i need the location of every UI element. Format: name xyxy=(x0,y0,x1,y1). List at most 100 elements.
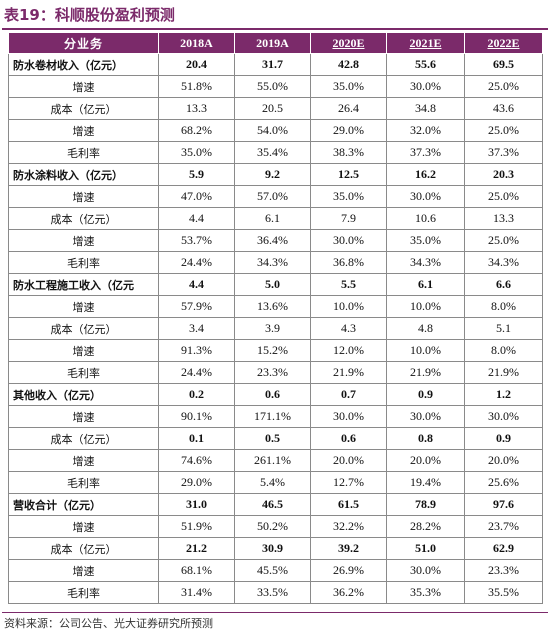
row-value: 29.0% xyxy=(158,471,235,494)
table-row: 增速 47.0% 57.0% 35.0% 30.0% 25.0% xyxy=(8,185,543,208)
row-value: 3.9 xyxy=(234,317,311,340)
table-row: 毛利率 24.4% 23.3% 21.9% 21.9% 21.9% xyxy=(8,361,543,384)
row-label: 成本（亿元） xyxy=(8,427,159,450)
row-value: 5.4% xyxy=(234,471,311,494)
row-value: 37.3% xyxy=(464,141,543,164)
row-value: 53.7% xyxy=(158,229,235,252)
row-label: 毛利率 xyxy=(8,251,159,274)
row-value: 9.2 xyxy=(234,163,311,186)
row-value: 32.0% xyxy=(386,119,465,142)
row-value: 34.3% xyxy=(464,251,543,274)
row-value: 74.6% xyxy=(158,449,235,472)
row-value: 55.0% xyxy=(234,75,311,98)
table-row: 防水工程施工收入（亿元 4.4 5.0 5.5 6.1 6.6 xyxy=(8,273,543,296)
row-label: 增速 xyxy=(8,339,159,362)
row-label: 增速 xyxy=(8,75,159,98)
row-value: 78.9 xyxy=(386,493,465,516)
row-value: 26.4 xyxy=(310,97,387,120)
row-value: 7.9 xyxy=(310,207,387,230)
row-value: 26.9% xyxy=(310,559,387,582)
row-value: 23.7% xyxy=(464,515,543,538)
row-label: 增速 xyxy=(8,449,159,472)
row-label: 防水卷材收入（亿元） xyxy=(8,53,159,76)
row-value: 36.8% xyxy=(310,251,387,274)
row-value: 5.9 xyxy=(158,163,235,186)
row-value: 1.2 xyxy=(464,383,543,406)
row-label: 成本（亿元） xyxy=(8,97,159,120)
row-value: 51.9% xyxy=(158,515,235,538)
row-value: 35.4% xyxy=(234,141,311,164)
row-label: 增速 xyxy=(8,119,159,142)
table-row: 营收合计（亿元） 31.0 46.5 61.5 78.9 97.6 xyxy=(8,493,543,516)
row-value: 21.9% xyxy=(310,361,387,384)
row-value: 0.8 xyxy=(386,427,465,450)
row-label: 增速 xyxy=(8,185,159,208)
row-value: 0.6 xyxy=(234,383,311,406)
row-value: 8.0% xyxy=(464,295,543,318)
row-value: 30.0% xyxy=(310,405,387,428)
row-value: 38.3% xyxy=(310,141,387,164)
row-label: 营收合计（亿元） xyxy=(8,493,159,516)
row-label: 增速 xyxy=(8,295,159,318)
row-value: 5.0 xyxy=(234,273,311,296)
header-year: 2019A xyxy=(234,32,311,54)
table-row: 增速 68.2% 54.0% 29.0% 32.0% 25.0% xyxy=(8,119,543,142)
row-value: 34.3% xyxy=(234,251,311,274)
table-row: 成本（亿元） 21.2 30.9 39.2 51.0 62.9 xyxy=(8,537,543,560)
table-row: 毛利率 24.4% 34.3% 36.8% 34.3% 34.3% xyxy=(8,251,543,274)
row-value: 35.0% xyxy=(386,229,465,252)
row-value: 35.0% xyxy=(310,185,387,208)
row-value: 23.3% xyxy=(464,559,543,582)
row-value: 57.9% xyxy=(158,295,235,318)
table-row: 增速 51.9% 50.2% 32.2% 28.2% 23.7% xyxy=(8,515,543,538)
row-value: 20.4 xyxy=(158,53,235,76)
row-value: 16.2 xyxy=(386,163,465,186)
row-value: 6.1 xyxy=(386,273,465,296)
row-value: 6.1 xyxy=(234,207,311,230)
row-label: 成本（亿元） xyxy=(8,317,159,340)
row-value: 36.4% xyxy=(234,229,311,252)
header-segment: 分业务 xyxy=(8,32,159,54)
row-value: 91.3% xyxy=(158,339,235,362)
row-value: 23.3% xyxy=(234,361,311,384)
row-value: 35.0% xyxy=(158,141,235,164)
row-value: 45.5% xyxy=(234,559,311,582)
table-row: 其他收入（亿元） 0.2 0.6 0.7 0.9 1.2 xyxy=(8,383,543,406)
row-value: 12.5 xyxy=(310,163,387,186)
row-value: 51.0 xyxy=(386,537,465,560)
header-year: 2022E xyxy=(464,32,543,54)
row-value: 13.3 xyxy=(158,97,235,120)
row-value: 62.9 xyxy=(464,537,543,560)
row-value: 0.1 xyxy=(158,427,235,450)
row-label: 成本（亿元） xyxy=(8,537,159,560)
row-value: 90.1% xyxy=(158,405,235,428)
row-value: 35.0% xyxy=(310,75,387,98)
row-value: 20.0% xyxy=(464,449,543,472)
row-value: 69.5 xyxy=(464,53,543,76)
row-value: 34.8 xyxy=(386,97,465,120)
row-label: 毛利率 xyxy=(8,581,159,604)
row-label: 增速 xyxy=(8,515,159,538)
row-label: 防水工程施工收入（亿元 xyxy=(8,273,159,296)
row-label: 增速 xyxy=(8,405,159,428)
row-value: 68.2% xyxy=(158,119,235,142)
row-value: 10.0% xyxy=(310,295,387,318)
source-note: 资料来源：公司公告、光大证券研究所预测 xyxy=(4,617,213,630)
row-value: 15.2% xyxy=(234,339,311,362)
row-value: 261.1% xyxy=(234,449,311,472)
row-value: 30.9 xyxy=(234,537,311,560)
table-row: 增速 57.9% 13.6% 10.0% 10.0% 8.0% xyxy=(8,295,543,318)
row-value: 47.0% xyxy=(158,185,235,208)
row-value: 0.6 xyxy=(310,427,387,450)
row-value: 6.6 xyxy=(464,273,543,296)
row-value: 43.6 xyxy=(464,97,543,120)
table-row: 增速 91.3% 15.2% 12.0% 10.0% 8.0% xyxy=(8,339,543,362)
row-value: 0.9 xyxy=(464,427,543,450)
row-label: 成本（亿元） xyxy=(8,207,159,230)
row-value: 20.5 xyxy=(234,97,311,120)
row-value: 34.3% xyxy=(386,251,465,274)
row-value: 37.3% xyxy=(386,141,465,164)
row-value: 57.0% xyxy=(234,185,311,208)
table-row: 成本（亿元） 3.4 3.9 4.3 4.8 5.1 xyxy=(8,317,543,340)
row-value: 4.4 xyxy=(158,273,235,296)
